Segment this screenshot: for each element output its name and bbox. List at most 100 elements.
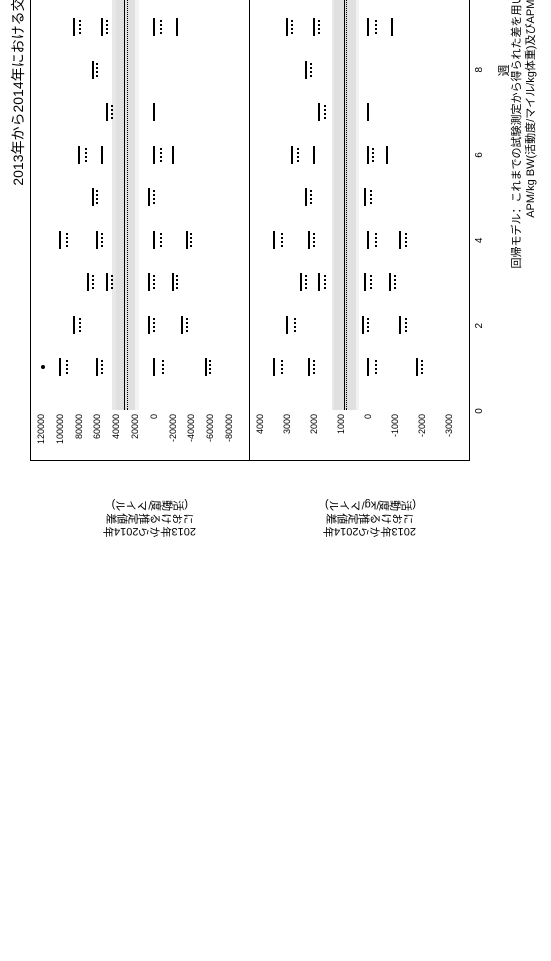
data-tick: [399, 316, 401, 334]
data-tick: [148, 316, 150, 334]
data-tick: [386, 146, 388, 164]
ytick-label: 20000: [130, 414, 140, 439]
ytick-label: -80000: [224, 414, 234, 442]
ytick-label: 4000: [255, 414, 265, 434]
data-tick: [364, 188, 366, 206]
ytick-label: 80000: [74, 414, 84, 439]
caption-line2: APM/kg BW(活動度/マイル/kg体重)及びAPM(活動度/マイル): [525, 0, 537, 218]
data-tick: [205, 358, 207, 376]
data-tick: [92, 61, 94, 79]
xtick-label: 4: [474, 238, 485, 244]
outlier-dot: [41, 365, 45, 369]
data-tick: [96, 190, 98, 204]
data-tick: [176, 275, 178, 289]
data-tick: [160, 148, 162, 162]
data-tick: [300, 273, 302, 291]
mean-line-solid: [344, 0, 345, 410]
data-tick: [153, 18, 155, 36]
data-tick: [399, 231, 401, 249]
data-tick: [153, 190, 155, 204]
caption-line1: 回帰モデル：これまでの試験測定から得られた差を用いた処置群別の交差比較。: [511, 0, 523, 269]
xtick-label: 2: [474, 323, 485, 329]
xtick-label: 6: [474, 152, 485, 158]
data-tick: [305, 188, 307, 206]
ytick-label: 0: [149, 414, 159, 419]
data-tick: [96, 231, 98, 249]
data-tick: [305, 61, 307, 79]
data-tick: [305, 275, 307, 289]
data-tick: [79, 318, 81, 332]
data-tick: [405, 233, 407, 247]
data-tick: [281, 360, 283, 374]
ylabel-bottom-l2: における推定値差: [326, 512, 414, 524]
data-tick: [273, 358, 275, 376]
data-tick: [310, 190, 312, 204]
ytick-label: -40000: [186, 414, 196, 442]
data-tick: [153, 358, 155, 376]
data-tick: [101, 18, 103, 36]
data-tick: [281, 233, 283, 247]
data-tick: [367, 103, 369, 121]
ytick-label: 0: [363, 414, 373, 419]
data-tick: [370, 190, 372, 204]
ytick-label: 60000: [92, 414, 102, 439]
data-tick: [85, 148, 87, 162]
data-tick: [367, 18, 369, 36]
mean-line-dotted: [127, 0, 128, 410]
data-tick: [294, 318, 296, 332]
data-tick: [370, 275, 372, 289]
data-tick: [172, 273, 174, 291]
data-tick: [59, 358, 61, 376]
data-tick: [308, 231, 310, 249]
data-tick: [153, 231, 155, 249]
data-tick: [273, 231, 275, 249]
data-tick: [318, 20, 320, 34]
data-tick: [375, 360, 377, 374]
ytick-label: 3000: [282, 414, 292, 434]
data-tick: [313, 233, 315, 247]
mean-line-dotted: [346, 0, 347, 410]
data-tick: [66, 233, 68, 247]
data-tick: [153, 146, 155, 164]
data-tick: [87, 273, 89, 291]
data-tick: [324, 105, 326, 119]
data-tick: [148, 273, 150, 291]
ylabel-bottom: 2013年から2014年 における推定値差 (活動度/kg/マイル): [280, 497, 460, 537]
figure-container: 2013年から2014年における交差比較 -80000 -60000 -40000 -…: [0, 0, 551, 551]
chart-area: -80000-60000-40000-200000200004000060000…: [30, 0, 470, 461]
data-tick: [291, 20, 293, 34]
data-tick: [73, 18, 75, 36]
data-tick: [416, 358, 418, 376]
ytick-label: 1000: [336, 414, 346, 434]
panel-bottom: -3000-2000-100001000200030004000: [250, 0, 469, 460]
data-tick: [106, 273, 108, 291]
data-tick: [367, 318, 369, 332]
data-tick: [318, 103, 320, 121]
panel-top: -80000-60000-40000-200000200004000060000…: [31, 0, 250, 460]
mean-line-solid: [124, 0, 125, 410]
data-tick: [106, 20, 108, 34]
data-tick: [308, 358, 310, 376]
data-tick: [313, 146, 315, 164]
ytick-label: 120000: [36, 414, 46, 444]
data-tick: [405, 318, 407, 332]
data-tick: [66, 360, 68, 374]
data-tick: [313, 18, 315, 36]
data-tick: [160, 20, 162, 34]
ytick-label: -60000: [205, 414, 215, 442]
data-tick: [394, 275, 396, 289]
data-tick: [375, 20, 377, 34]
data-tick: [375, 233, 377, 247]
data-tick: [186, 231, 188, 249]
data-tick: [391, 18, 393, 36]
data-tick: [106, 103, 108, 121]
ylabel-top-l1: 2013年から2014年: [104, 525, 197, 537]
ytick-label: -1000: [390, 414, 400, 437]
ylabel-bottom-l3: (活動度/kg/マイル): [324, 499, 415, 511]
data-tick: [286, 316, 288, 334]
data-tick: [181, 316, 183, 334]
data-tick: [367, 358, 369, 376]
data-tick: [111, 105, 113, 119]
chart-title: 2013年から2014年における交差比較: [0, 0, 28, 551]
data-tick: [148, 188, 150, 206]
